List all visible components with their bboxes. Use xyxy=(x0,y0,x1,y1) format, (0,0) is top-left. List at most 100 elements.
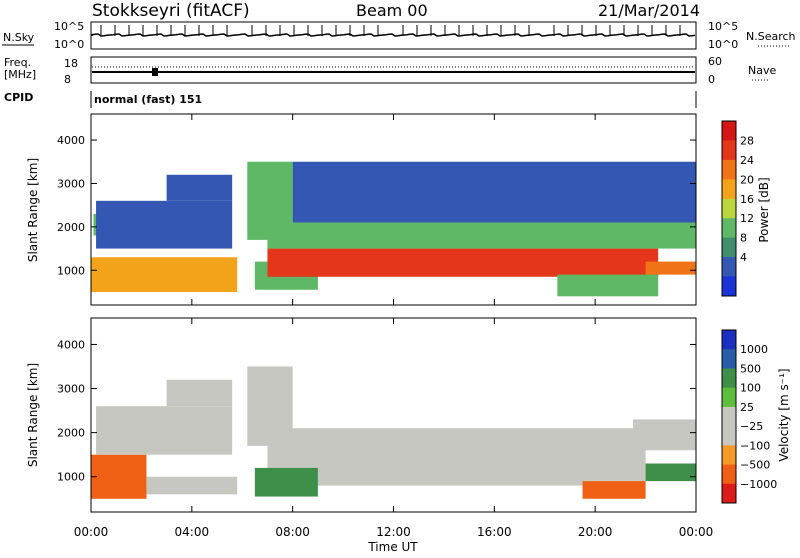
nsearch-tick-top: 10^5 xyxy=(708,20,738,33)
velocity-yaxis: 1000 2000 3000 4000 xyxy=(57,318,697,512)
velocity-ytick-label: 3000 xyxy=(57,383,85,396)
velocity-heatmap xyxy=(91,366,696,499)
nsky-trace xyxy=(91,25,696,37)
power-colorbar-label: Power [dB] xyxy=(757,177,771,242)
velocity-colorbar-tick: −25 xyxy=(740,420,763,433)
power-band xyxy=(166,174,233,201)
xtick-label: 00:00 xyxy=(679,525,714,539)
station-title: Stokkseyri (fitACF) xyxy=(92,1,250,21)
xtick-label: 16:00 xyxy=(477,525,512,539)
nsky-label: N.Sky xyxy=(3,31,35,44)
velocity-band xyxy=(267,428,646,486)
nsky-tick-top: 10^5 xyxy=(54,20,84,33)
velocity-band xyxy=(582,481,646,499)
power-colorbar-tick: 16 xyxy=(740,193,754,206)
power-colorbar-segment xyxy=(722,276,736,297)
velocity-colorbar: 1000 500 100 25 −25 −100 −500 −1000 xyxy=(721,329,777,504)
freq-panel xyxy=(90,56,697,84)
velocity-band xyxy=(146,476,238,495)
nsky-line xyxy=(91,33,696,37)
velocity-colorbar-tick: −1000 xyxy=(740,478,777,491)
freq-unit: [MHz] xyxy=(4,68,36,81)
velocity-band xyxy=(632,419,696,451)
power-colorbar-tick: 28 xyxy=(740,134,754,147)
velocity-band xyxy=(166,379,233,407)
date-label: 21/Mar/2014 xyxy=(598,1,700,20)
power-band xyxy=(267,222,696,249)
power-colorbar-segment xyxy=(722,140,736,161)
power-colorbar-tick: 24 xyxy=(740,154,754,167)
freq-tick-top: 18 xyxy=(64,57,78,70)
velocity-colorbar-label: Velocity [m s⁻¹] xyxy=(777,368,791,461)
nsearch-label: N.Search xyxy=(746,30,796,43)
nave-tick-top: 60 xyxy=(708,55,722,68)
freq-glitch xyxy=(152,68,158,76)
velocity-colorbar-tick: 100 xyxy=(740,382,761,395)
power-band xyxy=(267,248,659,277)
power-colorbar-frame xyxy=(721,120,737,297)
power-colorbar-segment xyxy=(722,179,736,200)
beam-label: Beam 00 xyxy=(356,1,428,20)
nave-label: Nave xyxy=(748,64,776,77)
power-ytick-label: 4000 xyxy=(57,134,85,147)
freq-label: Freq. xyxy=(4,56,31,69)
power-band xyxy=(645,261,696,275)
velocity-colorbar-segment xyxy=(722,330,736,350)
xtick-label: 12:00 xyxy=(376,525,411,539)
nave-tick-bottom: 0 xyxy=(708,73,715,86)
xtick-label: 20:00 xyxy=(578,525,613,539)
velocity-colorbar-tick: 500 xyxy=(740,362,761,375)
xtick-label: 04:00 xyxy=(175,525,210,539)
power-colorbar-tick: 12 xyxy=(740,212,754,225)
time-axis: 00:00 04:00 08:00 12:00 16:00 20:00 00:00 xyxy=(74,525,714,539)
power-colorbar-tick: 8 xyxy=(740,232,747,245)
power-colorbar-tick: 20 xyxy=(740,173,754,186)
xtick-label: 08:00 xyxy=(275,525,310,539)
power-colorbar-segment xyxy=(722,218,736,239)
cpid-label: CPID xyxy=(4,91,33,104)
power-ylabel: Slant Range [km] xyxy=(26,158,40,262)
velocity-ylabel: Slant Range [km] xyxy=(26,363,40,467)
power-colorbar-segment xyxy=(722,257,736,278)
velocity-colorbar-segment xyxy=(722,368,736,389)
cpid-value: normal (fast) 151 xyxy=(94,93,202,106)
velocity-colorbar-segment xyxy=(722,349,736,369)
power-yaxis: 1000 2000 3000 4000 xyxy=(57,114,697,305)
velocity-colorbar-frame xyxy=(721,329,737,504)
power-ytick-label: 1000 xyxy=(57,264,85,277)
nsearch-tick-bottom: 10^0 xyxy=(708,38,738,51)
velocity-band xyxy=(96,406,233,455)
power-colorbar-segment xyxy=(722,159,736,180)
velocity-band xyxy=(91,454,147,499)
velocity-colorbar-segment xyxy=(722,464,736,485)
xtick-label: 00:00 xyxy=(74,525,109,539)
velocity-colorbar-tick: 1000 xyxy=(740,343,768,356)
velocity-colorbar-segment xyxy=(722,406,736,427)
nsky-tick-bottom: 10^0 xyxy=(54,38,84,51)
power-colorbar-segment xyxy=(722,198,736,219)
velocity-colorbar-tick: −100 xyxy=(740,439,770,452)
power-colorbar: 28 24 20 16 12 8 4 xyxy=(721,120,754,297)
velocity-ytick-label: 2000 xyxy=(57,427,85,440)
xaxis-label: Time UT xyxy=(367,540,418,554)
power-ytick-label: 2000 xyxy=(57,221,85,234)
freq-tick-bottom: 8 xyxy=(64,73,71,86)
velocity-colorbar-segment xyxy=(722,387,736,408)
power-colorbar-segment xyxy=(722,237,736,258)
velocity-colorbar-tick: −500 xyxy=(740,459,770,472)
velocity-colorbar-segment xyxy=(722,483,736,504)
power-colorbar-segment xyxy=(722,121,736,141)
nsky-panel xyxy=(90,21,697,50)
velocity-colorbar-tick: 25 xyxy=(740,401,754,414)
power-band xyxy=(96,200,233,249)
power-ytick-label: 3000 xyxy=(57,177,85,190)
velocity-ytick-label: 1000 xyxy=(57,471,85,484)
velocity-colorbar-segment xyxy=(722,426,736,446)
velocity-colorbar-segment xyxy=(722,445,736,466)
velocity-ytick-label: 4000 xyxy=(57,338,85,351)
power-band xyxy=(91,257,238,292)
power-band xyxy=(292,161,696,223)
power-heatmap xyxy=(91,161,696,297)
